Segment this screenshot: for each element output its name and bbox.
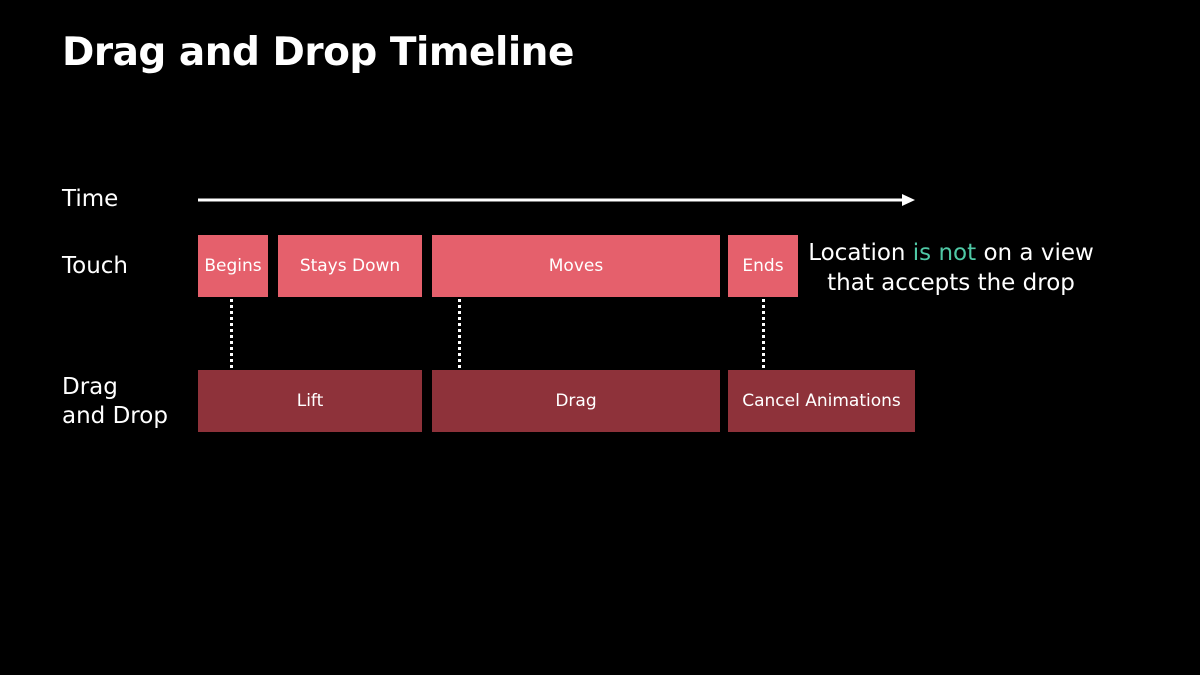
note-suffix: on a view that accepts the drop: [827, 240, 1094, 296]
connector-moves-to-drag: [458, 299, 461, 368]
drag-and-drop-label-line-2: and Drop: [62, 403, 168, 429]
drop-location-note: Location is not on a view that accepts t…: [806, 238, 1096, 298]
dnd-phase-lift: Lift: [198, 370, 422, 432]
touch-event-moves: Moves: [432, 235, 720, 297]
touch-event-stays-down: Stays Down: [278, 235, 422, 297]
dnd-phase-cancel-animations: Cancel Animations: [728, 370, 915, 432]
touch-event-ends: Ends: [728, 235, 798, 297]
drag-and-drop-row-label: Drag and Drop: [62, 373, 168, 431]
touch-event-begins: Begins: [198, 235, 268, 297]
touch-row-label: Touch: [62, 253, 129, 279]
connector-ends-to-cancel: [762, 299, 765, 368]
page-title: Drag and Drop Timeline: [62, 30, 574, 75]
time-row-label: Time: [62, 186, 119, 212]
note-prefix: Location: [808, 240, 913, 266]
connector-begins-to-lift: [230, 299, 233, 368]
note-highlight: is not: [912, 240, 977, 266]
time-arrow-icon: [198, 194, 915, 206]
dnd-phase-drag: Drag: [432, 370, 720, 432]
drag-and-drop-label-line-1: Drag: [62, 374, 118, 400]
